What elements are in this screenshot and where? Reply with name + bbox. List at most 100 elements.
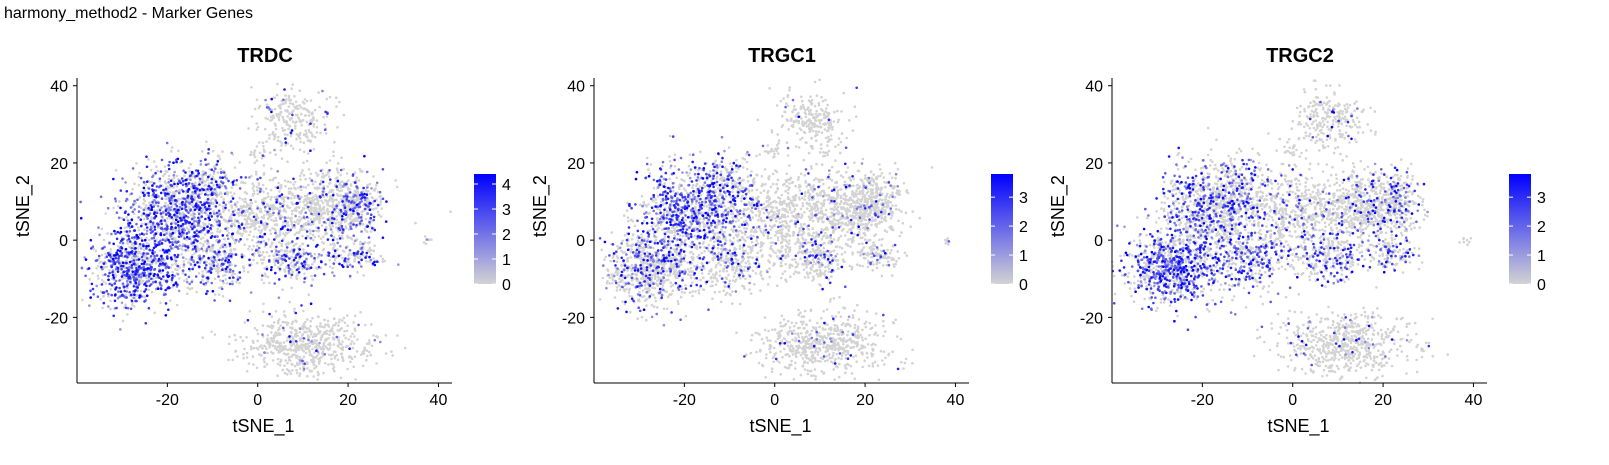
data-point (248, 207, 251, 210)
data-point (263, 206, 267, 209)
data-point (164, 221, 168, 224)
data-point (272, 211, 275, 215)
data-point (288, 112, 291, 116)
data-point (373, 228, 377, 232)
data-point (286, 196, 290, 200)
data-point (395, 185, 399, 189)
data-point (329, 219, 332, 223)
data-point (287, 356, 291, 360)
data-point (284, 137, 287, 140)
data-point (221, 176, 224, 179)
data-point (101, 247, 104, 250)
data-point (281, 326, 285, 330)
data-point (249, 212, 252, 215)
data-point (97, 254, 101, 258)
data-point (233, 166, 237, 169)
data-point (294, 256, 298, 260)
data-point (310, 254, 313, 258)
data-point (138, 195, 142, 199)
data-point (115, 211, 119, 214)
data-point (210, 177, 214, 181)
data-point (310, 340, 314, 343)
data-point (166, 225, 169, 228)
data-point (197, 265, 201, 269)
data-point (158, 179, 161, 183)
data-point (183, 229, 186, 232)
data-point (255, 185, 259, 189)
data-point (349, 208, 352, 211)
data-point (131, 270, 134, 274)
data-point (221, 234, 225, 237)
data-point (196, 261, 199, 264)
data-point (129, 268, 133, 271)
data-point (210, 224, 213, 227)
data-point (333, 323, 337, 327)
data-point (317, 199, 320, 203)
data-point (360, 213, 364, 217)
data-point (262, 145, 265, 148)
data-point (181, 222, 185, 226)
data-point (240, 223, 244, 226)
data-point (100, 265, 103, 269)
data-point (359, 240, 362, 244)
data-point (308, 191, 312, 195)
data-point (270, 339, 274, 343)
data-point (142, 186, 146, 190)
data-point (249, 345, 253, 349)
data-point (320, 199, 323, 202)
data-point (151, 281, 155, 284)
data-point (311, 134, 314, 137)
data-point (140, 214, 144, 217)
data-point (151, 200, 154, 204)
data-point (167, 174, 171, 178)
data-point (105, 265, 109, 269)
data-point (113, 229, 116, 233)
data-point (280, 248, 283, 252)
data-point (609, 259, 612, 263)
data-point (275, 200, 278, 204)
data-point (178, 191, 181, 195)
data-point (184, 257, 188, 261)
data-point (697, 289, 701, 292)
data-point (270, 331, 273, 334)
data-point (176, 157, 180, 161)
data-point (655, 306, 659, 309)
data-point (186, 248, 190, 252)
data-point (274, 236, 278, 239)
data-point (246, 270, 250, 274)
data-point (107, 305, 110, 308)
data-point (269, 119, 272, 122)
data-point (139, 176, 143, 180)
data-point (139, 289, 143, 293)
data-point (228, 242, 232, 246)
data-point (254, 249, 258, 252)
data-point (172, 283, 175, 287)
data-point (233, 192, 236, 195)
data-point (294, 311, 298, 315)
data-point (117, 257, 120, 260)
data-point (290, 330, 293, 334)
data-point (91, 272, 95, 275)
data-point (372, 215, 376, 219)
data-point (193, 216, 196, 219)
data-point (108, 254, 112, 257)
data-point (161, 217, 165, 221)
data-point (270, 195, 273, 199)
data-point (152, 236, 156, 240)
data-point (301, 264, 305, 268)
data-point (248, 245, 251, 248)
data-point (324, 198, 327, 202)
data-point (112, 276, 116, 279)
data-point (283, 216, 287, 219)
data-point (295, 268, 299, 272)
data-point (308, 177, 312, 180)
data-point (343, 259, 346, 262)
data-point (137, 280, 141, 283)
data-point (160, 158, 164, 162)
data-point (274, 153, 277, 156)
data-point (104, 273, 107, 276)
data-point (323, 361, 327, 365)
data-point (221, 268, 224, 272)
data-point (298, 89, 302, 92)
data-point (203, 180, 207, 183)
